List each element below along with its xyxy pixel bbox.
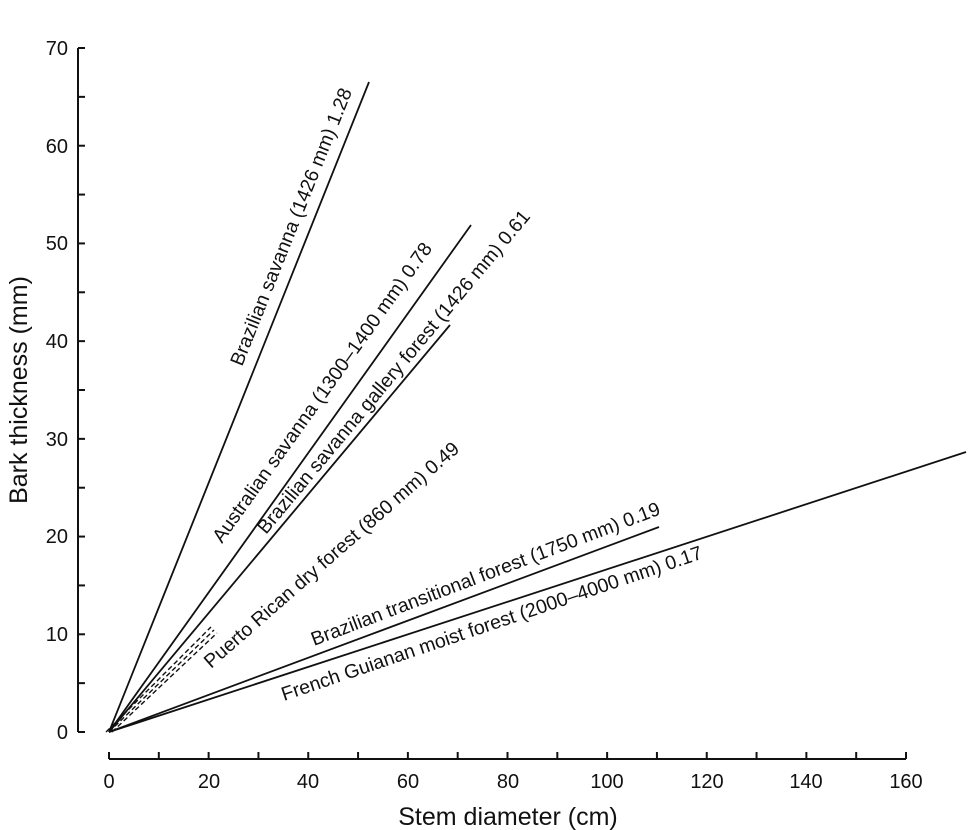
line-brazilian-savanna: [108, 81, 370, 733]
y-tick-10: 10: [46, 624, 68, 646]
y-tick-40: 40: [46, 331, 68, 353]
y-tick-50: 50: [46, 233, 68, 255]
y-axis: 0 10 20 30 40 50 60 70 Bark thickness (m…: [5, 38, 85, 744]
y-tick-70: 70: [46, 38, 68, 60]
x-tick-0: 0: [103, 771, 114, 793]
x-tick-40: 40: [297, 771, 319, 793]
y-tick-60: 60: [46, 136, 68, 158]
y-axis-title: Bark thickness (mm): [5, 276, 33, 504]
y-tick-30: 30: [46, 429, 68, 451]
line-french-guianan-moist-forest: [108, 451, 967, 733]
series-labels: Brazilian savanna (1426 mm) 1.28 Austral…: [200, 85, 705, 706]
x-tick-20: 20: [198, 771, 220, 793]
line-australian-savanna: [108, 224, 472, 733]
line-puerto-rican-dry-forest: [105, 626, 218, 733]
line-brazilian-transitional-forest: [108, 526, 660, 733]
x-axis-title: Stem diameter (cm): [398, 803, 617, 830]
x-tick-120: 120: [690, 771, 723, 793]
y-tick-20: 20: [46, 526, 68, 548]
label-brazilian-savanna: Brazilian savanna (1426 mm) 1.28: [226, 85, 357, 369]
y-tick-0: 0: [57, 722, 68, 744]
x-tick-80: 80: [497, 771, 519, 793]
x-tick-100: 100: [590, 771, 623, 793]
x-tick-60: 60: [397, 771, 419, 793]
series-lines: [105, 81, 967, 733]
line-brazilian-gallery-forest: [108, 324, 451, 733]
x-tick-140: 140: [789, 771, 822, 793]
x-tick-160: 160: [889, 771, 922, 793]
x-axis: 0 20 40 60 80 100 120 140 160 Stem diame…: [103, 752, 923, 830]
